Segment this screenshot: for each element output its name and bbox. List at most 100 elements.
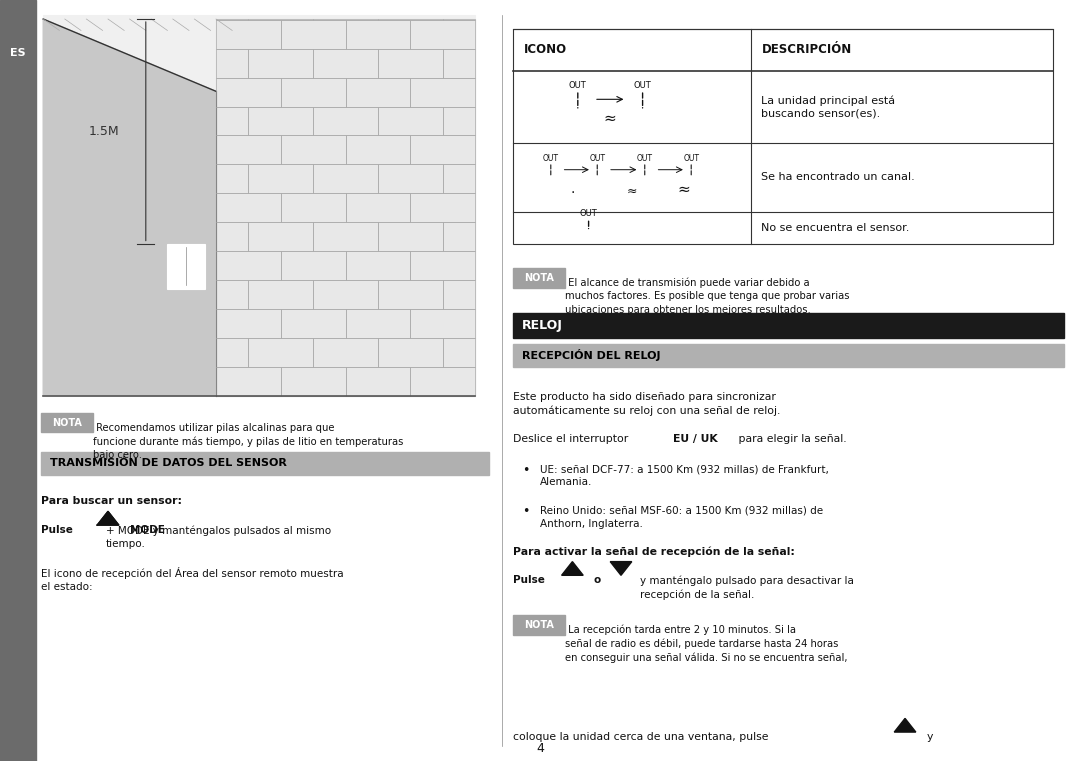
Bar xyxy=(281,309,346,338)
Bar xyxy=(281,78,346,107)
Bar xyxy=(216,107,248,135)
Bar xyxy=(248,280,313,309)
Bar xyxy=(346,193,410,222)
Bar xyxy=(281,367,346,396)
Polygon shape xyxy=(562,562,583,575)
Text: •: • xyxy=(522,505,529,518)
Bar xyxy=(216,338,248,367)
Text: RECEPCIÓN DEL RELOJ: RECEPCIÓN DEL RELOJ xyxy=(522,349,660,361)
Text: OUT: OUT xyxy=(580,209,597,218)
Bar xyxy=(248,107,313,135)
Text: NOTA: NOTA xyxy=(52,418,82,428)
Text: Se ha encontrado un canal.: Se ha encontrado un canal. xyxy=(761,172,915,183)
Text: + MODE y manténgalos pulsados al mismo
tiempo.: + MODE y manténgalos pulsados al mismo t… xyxy=(106,525,330,549)
Text: OUT: OUT xyxy=(684,154,699,163)
Bar xyxy=(281,20,346,49)
Bar xyxy=(313,338,378,367)
Bar xyxy=(216,135,281,164)
Bar xyxy=(313,222,378,251)
Bar xyxy=(216,280,248,309)
Bar xyxy=(410,309,475,338)
Text: ·: · xyxy=(570,186,575,199)
Polygon shape xyxy=(43,19,216,396)
Text: OUT: OUT xyxy=(637,154,652,163)
Bar xyxy=(346,78,410,107)
Bar xyxy=(216,78,281,107)
Bar xyxy=(378,107,443,135)
Bar xyxy=(313,107,378,135)
Bar xyxy=(216,49,248,78)
Bar xyxy=(248,164,313,193)
Bar xyxy=(378,338,443,367)
Bar xyxy=(410,20,475,49)
Bar xyxy=(378,222,443,251)
Text: ≈: ≈ xyxy=(626,184,637,198)
Bar xyxy=(281,251,346,280)
Text: OUT: OUT xyxy=(543,154,558,163)
Text: ES: ES xyxy=(10,48,26,59)
Bar xyxy=(410,78,475,107)
Text: El alcance de transmisión puede variar debido a
muchos factores. Es posible que : El alcance de transmisión puede variar d… xyxy=(565,278,849,314)
Bar xyxy=(378,280,443,309)
Bar xyxy=(248,49,313,78)
Bar xyxy=(43,15,475,396)
Bar xyxy=(410,193,475,222)
Text: para elegir la señal.: para elegir la señal. xyxy=(735,434,847,444)
Bar xyxy=(216,164,248,193)
Bar xyxy=(346,20,410,49)
Text: Recomendamos utilizar pilas alcalinas para que
funcione durante más tiempo, y pi: Recomendamos utilizar pilas alcalinas pa… xyxy=(93,423,403,460)
Bar xyxy=(216,251,281,280)
Text: No se encuentra el sensor.: No se encuentra el sensor. xyxy=(761,222,909,233)
Bar xyxy=(216,367,281,396)
Bar xyxy=(313,164,378,193)
Bar xyxy=(248,222,313,251)
Bar xyxy=(346,309,410,338)
Text: OUT: OUT xyxy=(569,81,586,90)
Bar xyxy=(378,164,443,193)
Bar xyxy=(443,222,475,251)
Text: DESCRIPCIÓN: DESCRIPCIÓN xyxy=(761,43,852,56)
Text: MODE: MODE xyxy=(130,525,164,535)
Bar xyxy=(41,452,489,475)
Text: TRANSMISIÓN DE DATOS DEL SENSOR: TRANSMISIÓN DE DATOS DEL SENSOR xyxy=(50,458,286,469)
Text: NOTA: NOTA xyxy=(524,619,554,630)
Bar xyxy=(216,193,281,222)
Text: •: • xyxy=(522,464,529,477)
Bar xyxy=(410,367,475,396)
Text: o: o xyxy=(594,575,602,585)
Text: OUT: OUT xyxy=(590,154,605,163)
Bar xyxy=(443,107,475,135)
Bar xyxy=(216,222,248,251)
Text: EU / UK: EU / UK xyxy=(673,434,717,444)
Text: La recepción tarda entre 2 y 10 minutos. Si la
señal de radio es débil, puede ta: La recepción tarda entre 2 y 10 minutos.… xyxy=(565,625,848,663)
Bar xyxy=(216,19,475,396)
Text: El icono de recepción del Área del sensor remoto muestra
el estado:: El icono de recepción del Área del senso… xyxy=(41,567,343,592)
Text: ≈: ≈ xyxy=(604,111,617,126)
Bar xyxy=(313,280,378,309)
Text: Reino Unido: señal MSF-60: a 1500 Km (932 millas) de
Anthorn, Inglaterra.: Reino Unido: señal MSF-60: a 1500 Km (93… xyxy=(540,505,823,528)
Bar xyxy=(443,49,475,78)
Text: RELOJ: RELOJ xyxy=(522,319,563,332)
Bar xyxy=(281,193,346,222)
Polygon shape xyxy=(894,718,916,732)
Bar xyxy=(248,338,313,367)
Bar xyxy=(41,413,93,432)
Bar xyxy=(346,135,410,164)
Text: ICONO: ICONO xyxy=(524,43,567,56)
Bar xyxy=(513,615,565,635)
Bar xyxy=(378,49,443,78)
Text: NOTA: NOTA xyxy=(524,272,554,283)
Text: 4: 4 xyxy=(536,742,544,755)
Bar xyxy=(346,367,410,396)
Text: UE: señal DCF-77: a 1500 Km (932 millas) de Frankfurt,
Alemania.: UE: señal DCF-77: a 1500 Km (932 millas)… xyxy=(540,464,828,487)
Bar xyxy=(313,49,378,78)
Text: y manténgalo pulsado para desactivar la
recepción de la señal.: y manténgalo pulsado para desactivar la … xyxy=(640,575,854,600)
Bar xyxy=(216,309,281,338)
Text: La unidad principal está
buscando sensor(es).: La unidad principal está buscando sensor… xyxy=(761,95,895,119)
Text: 1.5M: 1.5M xyxy=(89,125,119,138)
Bar xyxy=(216,20,281,49)
Text: y: y xyxy=(927,732,933,742)
Bar xyxy=(443,338,475,367)
Bar xyxy=(443,164,475,193)
Text: OUT: OUT xyxy=(634,81,651,90)
